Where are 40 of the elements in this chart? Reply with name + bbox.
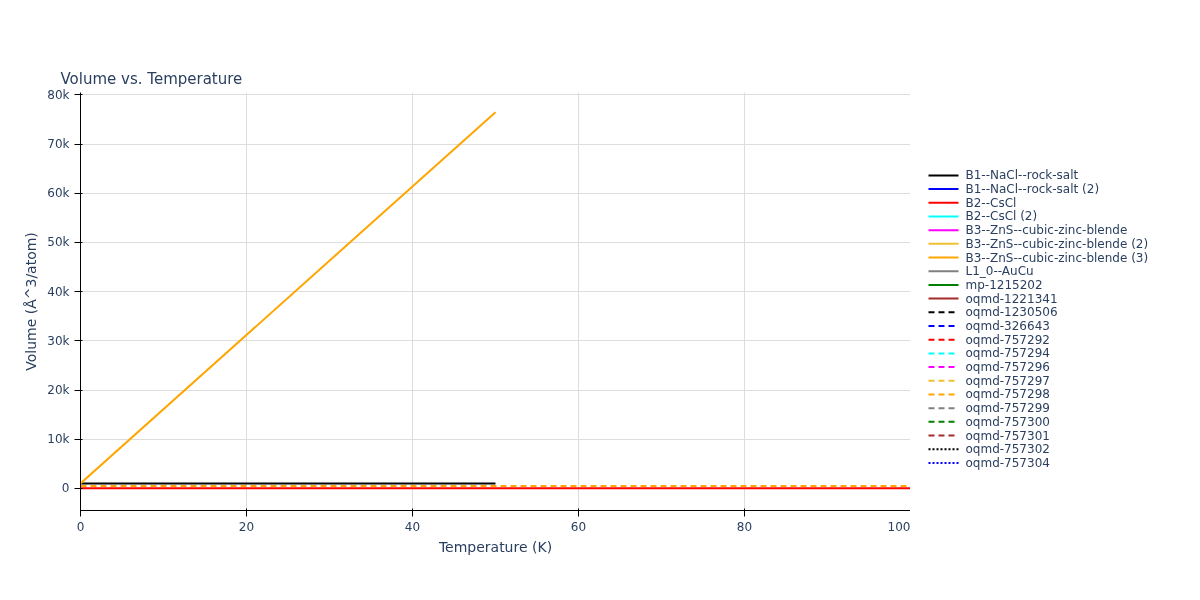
x-tick-label: 20 xyxy=(238,519,255,534)
x-tick-label: 80 xyxy=(736,519,753,534)
legend-label: mp-1215202 xyxy=(965,277,1043,292)
legend-label: L1_0--AuCu xyxy=(965,264,1034,279)
y-tick-label: 60k xyxy=(47,186,70,201)
legend-label: oqmd-757300 xyxy=(965,414,1050,429)
legend-label: oqmd-1221341 xyxy=(965,291,1058,306)
x-tick-label: 40 xyxy=(404,519,421,534)
legend-label: oqmd-757296 xyxy=(965,360,1050,375)
legend-label: oqmd-757304 xyxy=(965,455,1050,470)
legend-label: oqmd-757292 xyxy=(965,332,1050,347)
legend-label: B1--NaCl--rock-salt (2) xyxy=(965,182,1100,197)
legend-label: B1--NaCl--rock-salt xyxy=(965,168,1079,183)
x-axis-title: Temperature (K) xyxy=(437,538,553,555)
y-tick-label: 50k xyxy=(47,235,70,250)
legend-label: B2--CsCl xyxy=(965,195,1017,210)
y-tick-label: 80k xyxy=(47,87,70,102)
x-tick-label: 100 xyxy=(887,519,911,534)
legend-label: B3--ZnS--cubic-zinc-blende (2) xyxy=(965,236,1149,251)
y-axis-title: Volume (Å^3/atom) xyxy=(23,232,40,371)
legend-label: oqmd-757301 xyxy=(965,428,1050,443)
y-tick-label: 70k xyxy=(47,137,70,152)
legend-label: oqmd-1230506 xyxy=(965,305,1058,320)
legend-label: B3--ZnS--cubic-zinc-blende (3) xyxy=(965,250,1149,265)
y-tick-label: 10k xyxy=(47,432,70,447)
legend-label: B3--ZnS--cubic-zinc-blende xyxy=(965,223,1128,238)
y-tick-label: 20k xyxy=(47,383,70,398)
y-tick-label: 40k xyxy=(47,284,70,299)
x-tick-label: 60 xyxy=(570,519,587,534)
legend-label: oqmd-757297 xyxy=(965,373,1050,388)
y-tick-label: 30k xyxy=(47,333,70,348)
legend-label: oqmd-757298 xyxy=(965,387,1050,402)
x-tick-label: 0 xyxy=(76,519,85,534)
legend-label: oqmd-326643 xyxy=(965,319,1050,333)
chart-title: Volume vs. Temperature xyxy=(60,69,243,88)
legend-label: oqmd-757299 xyxy=(965,401,1050,416)
legend-label: oqmd-757294 xyxy=(965,346,1050,361)
legend-label: B2--CsCl (2) xyxy=(965,209,1038,224)
legend-label: oqmd-757302 xyxy=(965,442,1050,457)
y-tick-label: 0 xyxy=(61,481,70,496)
